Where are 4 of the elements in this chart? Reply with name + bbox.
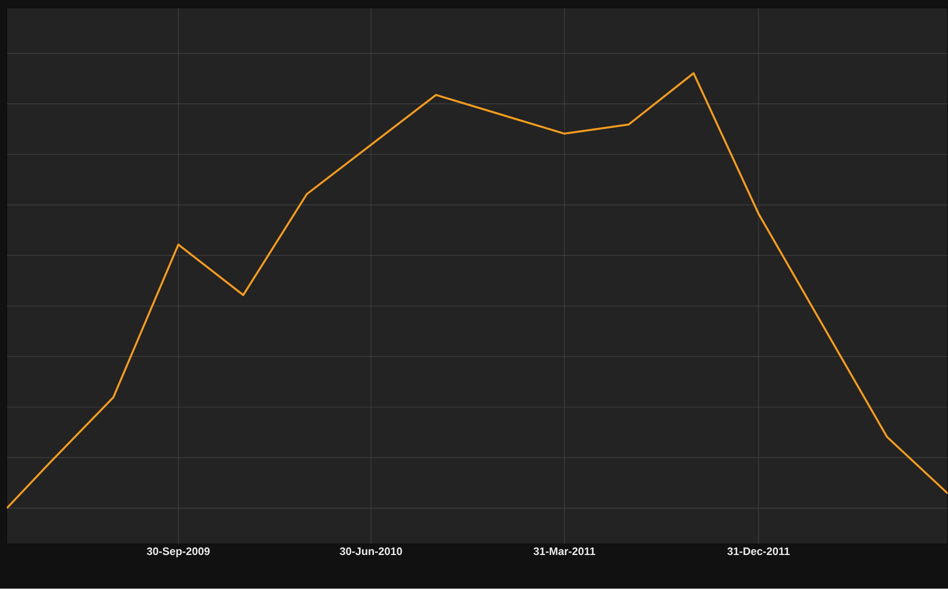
x-tick-label: 31-Mar-2011 bbox=[534, 548, 596, 556]
x-tick-label: 30-Jun-2010 bbox=[340, 548, 402, 556]
x-tick-label: 31-Dec-2011 bbox=[727, 548, 790, 556]
x-tick-label: 30-Sep-2009 bbox=[146, 548, 210, 558]
